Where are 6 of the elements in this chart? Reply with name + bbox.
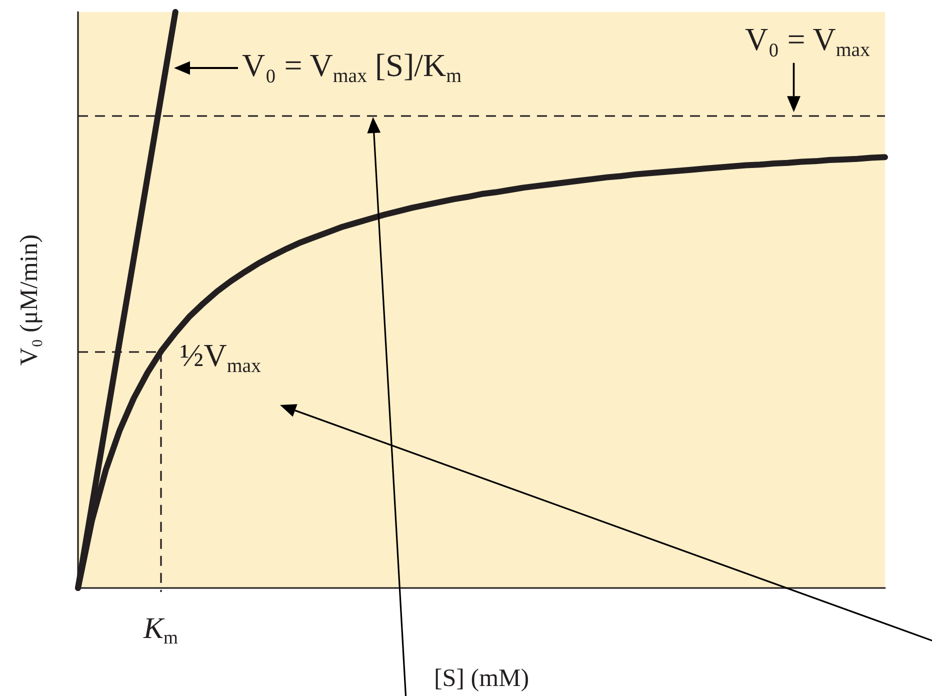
x-axis-title: [S] (mM) — [434, 665, 530, 692]
annotation: V₀ = V$_{max}$ [S]/K$_{m}$ — [242, 47, 462, 88]
ref-line-label: V₀ = V$_{max}$ — [745, 21, 870, 62]
ref-line-label: ½V$_{max}$ — [180, 336, 261, 377]
text: K$_{m}$ — [144, 612, 178, 649]
y-axis-title: V₀ (μM/min) — [16, 234, 43, 366]
